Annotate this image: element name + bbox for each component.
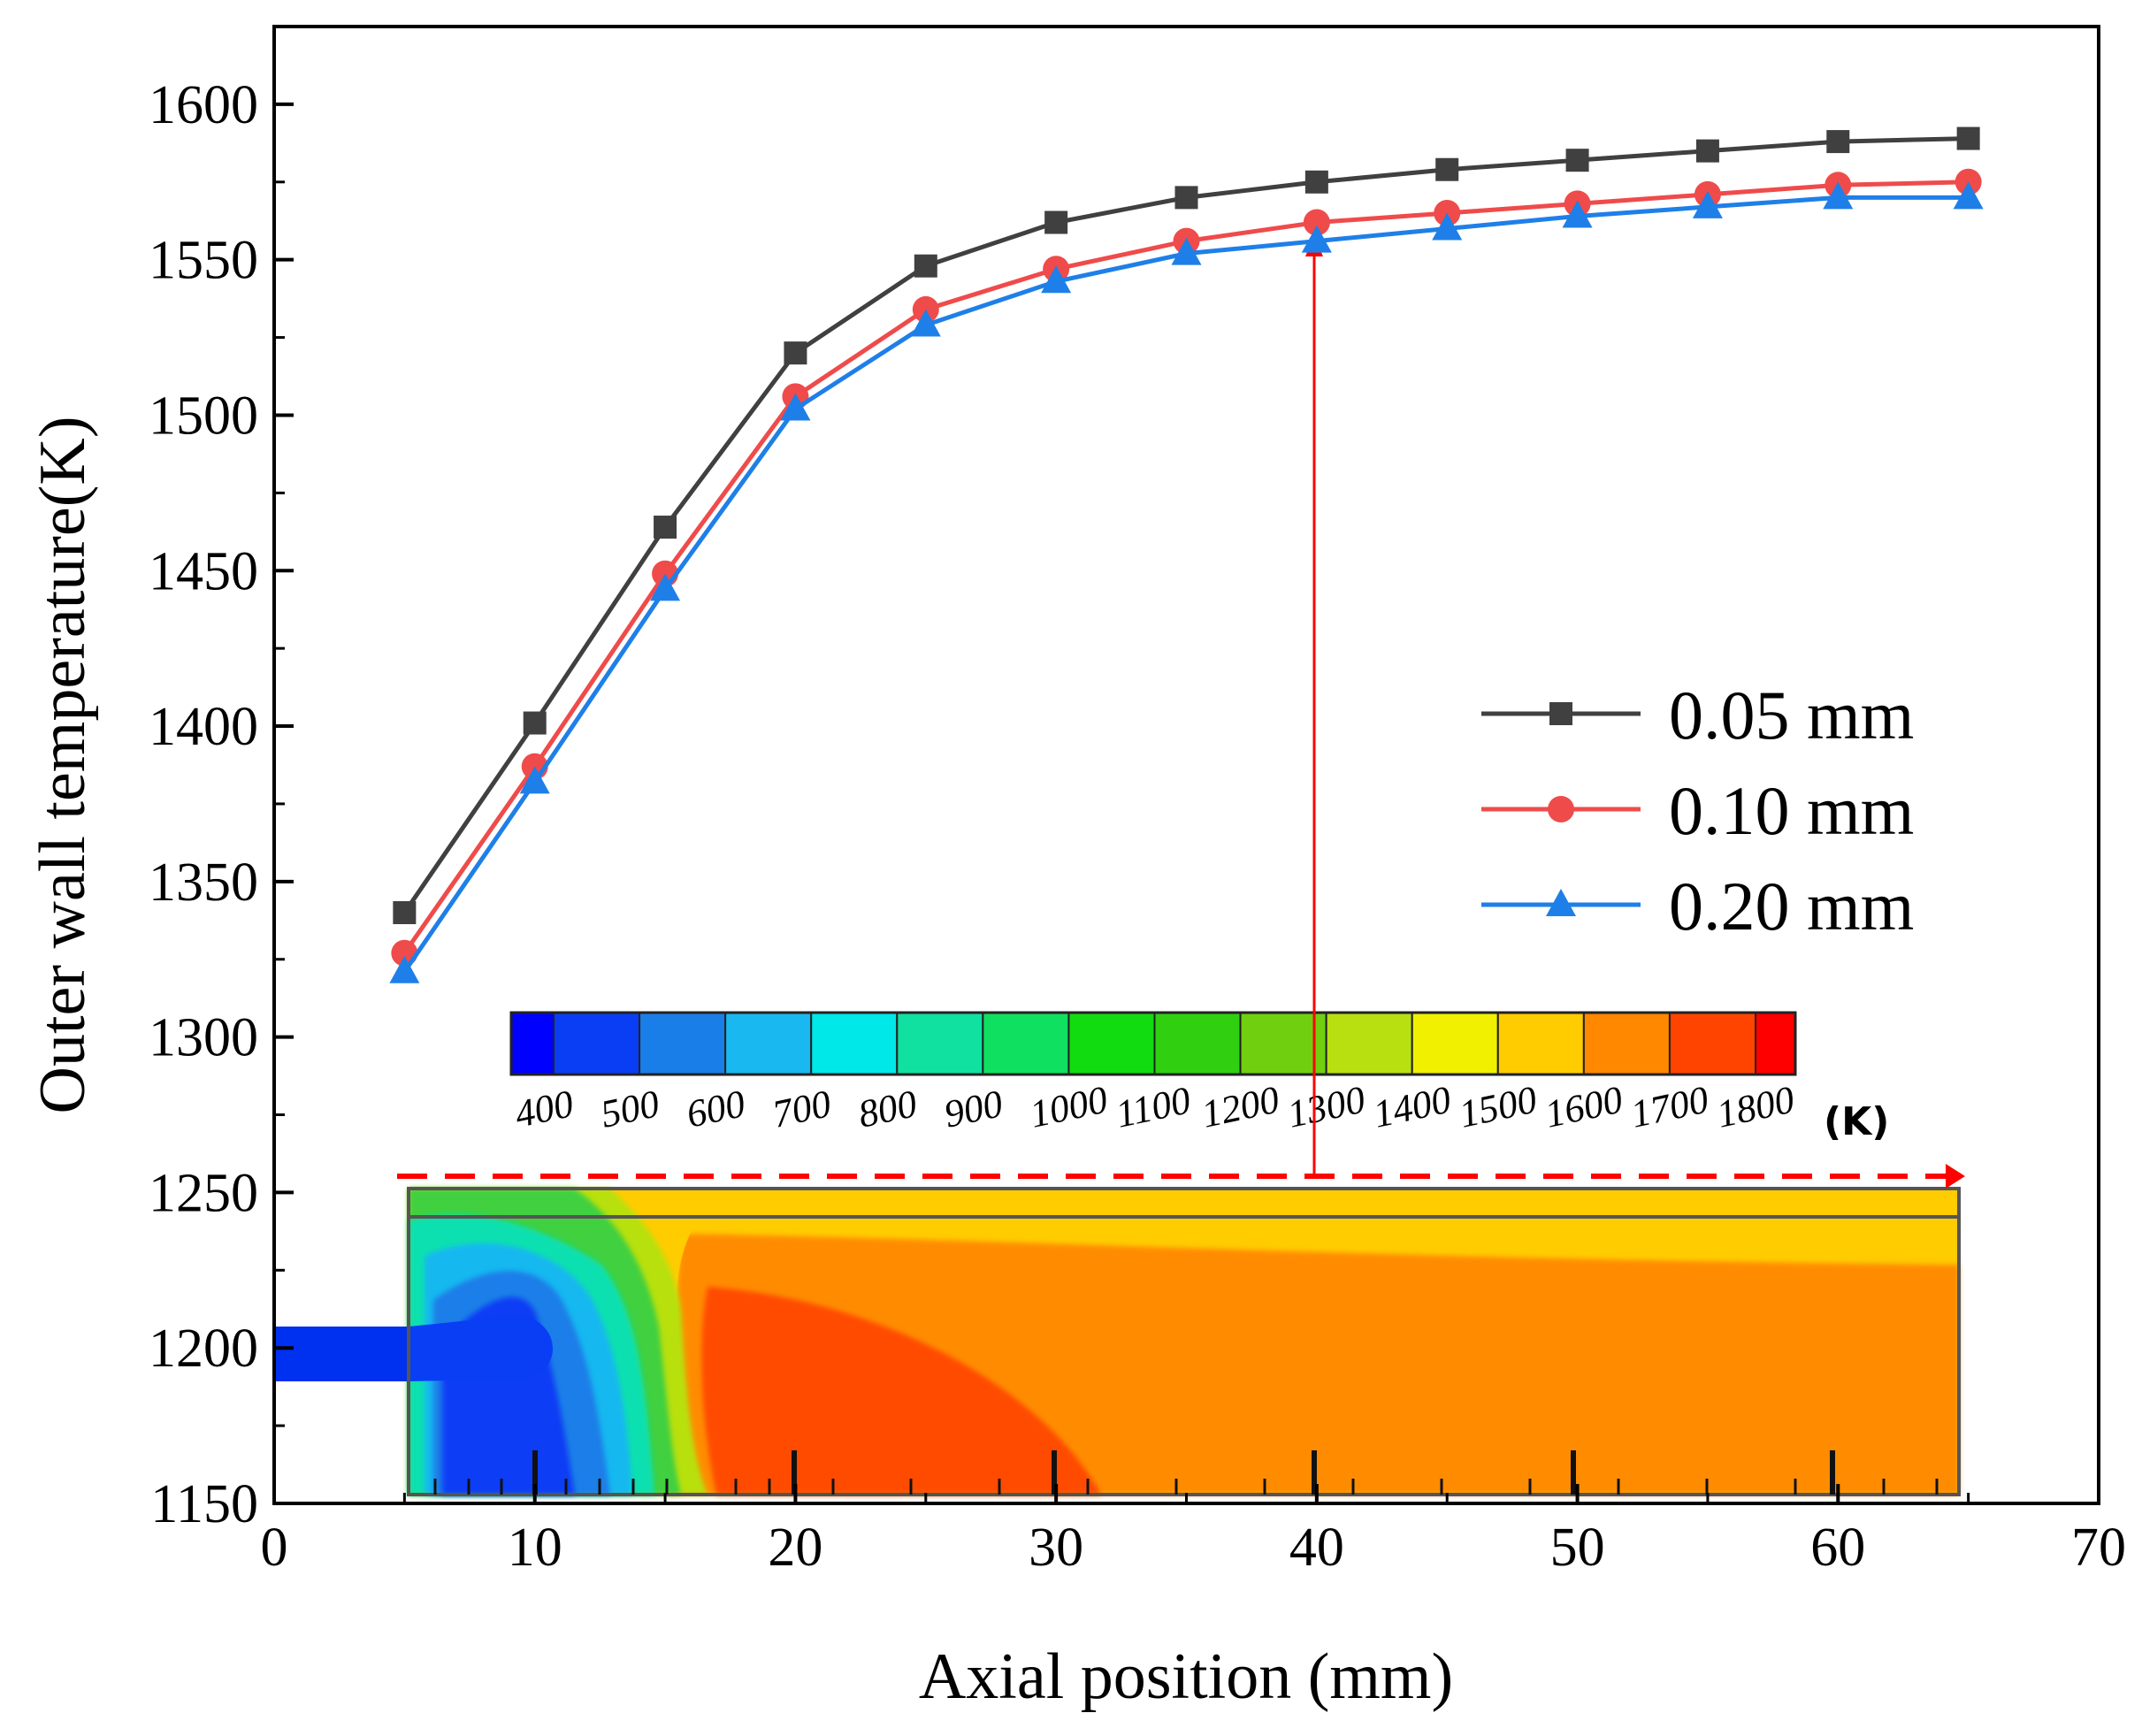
- colorbar-segment: [639, 1012, 727, 1075]
- colorbar-frame: [509, 1011, 1797, 1076]
- colorbar-segment: [1496, 1012, 1585, 1075]
- x-tick-label: 20: [768, 1518, 822, 1578]
- colorbar-label: 1500: [1456, 1078, 1541, 1136]
- x-tick-label: 10: [508, 1518, 562, 1578]
- data-point-s0-3: [784, 341, 807, 365]
- data-point-s2-5: [1041, 265, 1072, 294]
- y-tick-label: 1500: [149, 386, 258, 446]
- data-point-s0-5: [1044, 210, 1068, 234]
- colorbar-label: 400: [511, 1082, 578, 1136]
- legend: 0.05 mm 0.10 mm 0.20 mm: [1481, 677, 1914, 944]
- colorbar-segment: [982, 1012, 1070, 1075]
- colorbar-segment: [1755, 1012, 1796, 1075]
- legend-marker-triangle: [1546, 889, 1576, 916]
- legend-label-2: 0.20 mm: [1669, 868, 1914, 944]
- colorbar-segment: [896, 1012, 984, 1075]
- colorbar-segment: [553, 1012, 641, 1075]
- y-tick-label: 1450: [149, 541, 258, 601]
- x-tick-label: 40: [1289, 1518, 1344, 1578]
- y-tick-label: 1350: [149, 853, 258, 913]
- colorbar-segment: [810, 1012, 899, 1075]
- data-point-s0-6: [1174, 186, 1198, 210]
- colorbar-segment: [1668, 1012, 1757, 1075]
- data-point-s0-11: [1826, 130, 1850, 154]
- series-layer: [389, 126, 1984, 983]
- colorbar-label: 1700: [1627, 1078, 1712, 1136]
- x-tick-label: 30: [1029, 1518, 1083, 1578]
- legend-marker-circle: [1548, 796, 1574, 822]
- colorbar-label: 1200: [1197, 1078, 1282, 1136]
- data-point-s2-8: [1432, 212, 1463, 241]
- colorbar-label: 1000: [1026, 1078, 1111, 1136]
- data-point-s2-11: [1823, 181, 1854, 210]
- series-line-2: [402, 195, 1969, 974]
- temperature-contour-inset: [274, 1187, 1961, 1496]
- x-tick-label: 70: [2071, 1518, 2126, 1578]
- x-tick-label: 50: [1550, 1518, 1605, 1578]
- colorbar-label: 600: [683, 1082, 749, 1136]
- data-point-s0-8: [1435, 157, 1459, 181]
- data-point-s1-7: [1303, 209, 1330, 236]
- x-tick-label: 0: [261, 1518, 288, 1578]
- colorbar-segment: [1325, 1012, 1413, 1075]
- x-axis-title: Axial position (mm): [919, 1640, 1453, 1713]
- data-point-s0-9: [1565, 149, 1589, 172]
- colorbar-segment: [1582, 1012, 1671, 1075]
- axes: [272, 25, 2100, 1505]
- colorbar-label: 800: [854, 1082, 921, 1136]
- data-point-s2-10: [1692, 190, 1723, 218]
- data-point-s2-9: [1562, 200, 1593, 228]
- data-point-s0-2: [654, 516, 677, 539]
- legend-label-0: 0.05 mm: [1669, 677, 1914, 753]
- colorbar-label: 1400: [1370, 1078, 1455, 1136]
- data-point-s0-4: [914, 254, 937, 278]
- data-point-s2-0: [389, 955, 420, 983]
- y-tick-labels: 1150 1200 1250 1300 1350 1400 1450 1500 1550 1600: [149, 75, 258, 1534]
- y-tick-label: 1600: [149, 75, 258, 135]
- y-axis-title: Outer wall temperature(K): [27, 417, 99, 1114]
- colorbar: 400 500 600 700 800 900 1000 1100 1200 1300 1400 15…: [509, 1011, 1798, 1136]
- colorbar-unit: (K): [1824, 1099, 1889, 1144]
- data-point-s2-12: [1953, 181, 1984, 210]
- x-tick-labels: 0 10 20 30 40 50 60 70: [261, 1518, 2127, 1578]
- colorbar-label: 1600: [1541, 1078, 1626, 1136]
- data-point-s2-2: [650, 573, 681, 601]
- y-tick-label: 1200: [149, 1319, 258, 1379]
- data-point-s0-1: [523, 711, 547, 735]
- legend-marker-square: [1549, 702, 1572, 725]
- data-point-s2-4: [910, 309, 941, 337]
- colorbar-segment: [1411, 1012, 1499, 1075]
- colorbar-segment: [1153, 1012, 1242, 1075]
- data-point-s2-1: [519, 766, 550, 794]
- legend-label-1: 0.10 mm: [1669, 772, 1914, 849]
- data-point-s2-3: [780, 393, 811, 421]
- data-point-s0-10: [1695, 139, 1719, 163]
- colorbar-segment: [724, 1012, 813, 1075]
- colorbar-label: 700: [769, 1082, 835, 1136]
- y-tick-label: 1300: [149, 1008, 258, 1068]
- data-point-s2-7: [1301, 225, 1332, 253]
- data-point-s0-0: [393, 901, 417, 924]
- colorbar-label: 1100: [1112, 1078, 1194, 1136]
- colorbar-segment: [510, 1012, 555, 1075]
- y-tick-label: 1250: [149, 1163, 258, 1223]
- colorbar-label: 1300: [1284, 1078, 1369, 1136]
- colorbar-label: 1800: [1713, 1078, 1798, 1136]
- x-tick-label: 60: [1810, 1518, 1865, 1578]
- y-tick-label: 1150: [150, 1474, 258, 1534]
- colorbar-segment: [1067, 1012, 1156, 1075]
- y-tick-label: 1400: [149, 697, 258, 757]
- colorbar-label: 500: [597, 1082, 663, 1136]
- colorbar-label: 900: [940, 1082, 1006, 1136]
- data-point-s2-6: [1171, 237, 1202, 265]
- data-point-s0-12: [1956, 126, 1980, 150]
- y-tick-label: 1550: [149, 231, 258, 291]
- data-point-s0-7: [1304, 170, 1328, 194]
